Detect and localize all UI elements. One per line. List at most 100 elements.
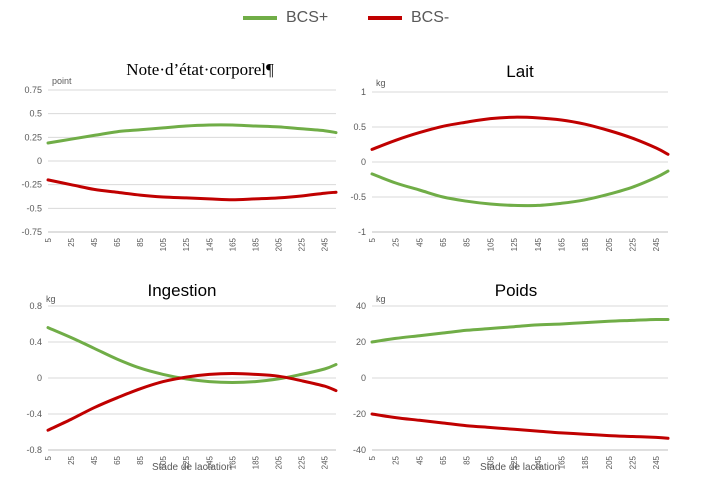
x-tick-label: 245 bbox=[320, 455, 329, 469]
y-tick-label: 40 bbox=[356, 301, 366, 311]
x-tick-label: 65 bbox=[439, 237, 448, 246]
x-tick-label: 125 bbox=[510, 455, 519, 469]
y-tick-label: 0.75 bbox=[24, 85, 42, 95]
chart-title: Ingestion bbox=[148, 281, 217, 300]
x-tick-label: 165 bbox=[557, 455, 566, 469]
x-tick-label: 85 bbox=[136, 237, 145, 246]
y-unit-label: kg bbox=[376, 78, 386, 88]
x-tick-label: 85 bbox=[136, 455, 145, 464]
x-tick-label: 5 bbox=[44, 455, 53, 460]
x-tick-label: 245 bbox=[320, 237, 329, 251]
y-tick-label: -0.4 bbox=[26, 409, 42, 419]
y-tick-label: 0.5 bbox=[353, 122, 366, 132]
x-tick-label: 65 bbox=[113, 455, 122, 464]
x-axis-title: Stade de lactation bbox=[152, 462, 232, 473]
chart-panel-2: 0.8 0.4 0 -0.4 -0.85 25 45 65 85 105 125 145 165 185 2… bbox=[26, 281, 338, 473]
x-tick-label: 105 bbox=[159, 455, 168, 469]
x-tick-label: 145 bbox=[205, 455, 214, 469]
y-unit-label: kg bbox=[46, 294, 56, 304]
series-line-bcs-minus bbox=[370, 115, 670, 156]
y-tick-label: 0 bbox=[37, 156, 42, 166]
y-tick-label: 0 bbox=[37, 373, 42, 383]
y-tick-label: 0 bbox=[361, 157, 366, 167]
x-tick-label: 225 bbox=[628, 455, 637, 469]
y-tick-label: -0.8 bbox=[26, 445, 42, 455]
x-tick-label: 45 bbox=[415, 237, 424, 246]
chart-legend: BCS+ BCS- bbox=[0, 0, 710, 36]
y-tick-label: -0.5 bbox=[26, 203, 42, 213]
x-tick-label: 205 bbox=[274, 237, 283, 251]
x-tick-label: 145 bbox=[534, 237, 543, 251]
y-tick-label: -20 bbox=[353, 409, 366, 419]
x-tick-label: 185 bbox=[581, 237, 590, 251]
x-tick-label: 65 bbox=[439, 455, 448, 464]
x-tick-label: 105 bbox=[159, 237, 168, 251]
x-tick-label: 45 bbox=[90, 455, 99, 464]
x-tick-label: 225 bbox=[297, 237, 306, 251]
x-axis-title: Stade de lactation bbox=[480, 462, 560, 473]
x-tick-label: 145 bbox=[205, 237, 214, 251]
x-tick-label: 85 bbox=[463, 237, 472, 246]
y-tick-label: -0.25 bbox=[21, 180, 42, 190]
x-tick-label: 45 bbox=[90, 237, 99, 246]
series-line-bcs-plus bbox=[46, 123, 338, 145]
legend-swatch-bcs-plus bbox=[243, 16, 277, 20]
x-tick-label: 245 bbox=[652, 455, 661, 469]
x-tick-label: 185 bbox=[251, 455, 260, 469]
y-tick-label: 0.25 bbox=[24, 132, 42, 142]
legend-item-bcs-minus: BCS- bbox=[368, 9, 449, 27]
y-tick-label: 0.8 bbox=[29, 301, 42, 311]
y-tick-label: 1 bbox=[361, 87, 366, 97]
y-tick-label: -0.75 bbox=[21, 227, 42, 237]
chart-title: Note·d’état·corporel¶ bbox=[126, 60, 274, 79]
legend-item-bcs-plus: BCS+ bbox=[243, 9, 328, 27]
chart-panel-0: 0.75 0.5 0.25 0 -0.25 -0.5 -0.755 25 45 65 85 105 12… bbox=[21, 60, 338, 251]
x-tick-label: 125 bbox=[182, 237, 191, 251]
x-tick-label: 225 bbox=[628, 237, 637, 251]
y-tick-label: -0.5 bbox=[350, 192, 366, 202]
x-tick-label: 105 bbox=[486, 237, 495, 251]
x-tick-label: 165 bbox=[557, 237, 566, 251]
chart-title: Poids bbox=[495, 281, 538, 300]
y-unit-label: kg bbox=[376, 294, 386, 304]
chart-panel-3: 40 20 0 -20 -405 25 45 65 85 105 125 145 165 185 205 22… bbox=[353, 281, 670, 473]
y-tick-label: -40 bbox=[353, 445, 366, 455]
x-tick-label: 85 bbox=[463, 455, 472, 464]
y-tick-label: 0 bbox=[361, 373, 366, 383]
x-tick-label: 185 bbox=[581, 455, 590, 469]
chart-title: Lait bbox=[506, 62, 534, 81]
x-tick-label: 45 bbox=[415, 455, 424, 464]
x-tick-label: 25 bbox=[392, 237, 401, 246]
series-line-bcs-minus bbox=[46, 178, 338, 202]
series-line-bcs-minus bbox=[46, 371, 338, 432]
x-tick-label: 245 bbox=[652, 237, 661, 251]
x-tick-label: 25 bbox=[67, 237, 76, 246]
x-tick-label: 125 bbox=[182, 455, 191, 469]
x-tick-label: 205 bbox=[605, 237, 614, 251]
chart-panel-1: 1 0.5 0 -0.5 -15 25 45 65 85 105 125 145 165 185 205 22… bbox=[350, 62, 670, 251]
legend-label-bcs-minus: BCS- bbox=[411, 9, 450, 26]
y-tick-label: -1 bbox=[358, 227, 366, 237]
x-tick-label: 25 bbox=[67, 455, 76, 464]
x-tick-label: 5 bbox=[368, 455, 377, 460]
series-line-bcs-plus bbox=[370, 317, 670, 344]
y-tick-label: 0.4 bbox=[29, 337, 42, 347]
x-tick-label: 185 bbox=[251, 237, 260, 251]
series-line-bcs-plus bbox=[46, 326, 338, 385]
x-tick-label: 105 bbox=[486, 455, 495, 469]
x-tick-label: 5 bbox=[368, 237, 377, 242]
x-tick-label: 65 bbox=[113, 237, 122, 246]
legend-label-bcs-plus: BCS+ bbox=[286, 9, 329, 26]
x-tick-label: 205 bbox=[605, 455, 614, 469]
x-tick-label: 165 bbox=[228, 237, 237, 251]
y-tick-label: 0.5 bbox=[29, 109, 42, 119]
x-tick-label: 145 bbox=[534, 455, 543, 469]
series-line-bcs-plus bbox=[370, 169, 670, 208]
x-tick-label: 225 bbox=[297, 455, 306, 469]
x-tick-label: 25 bbox=[392, 455, 401, 464]
x-tick-label: 165 bbox=[228, 455, 237, 469]
legend-swatch-bcs-minus bbox=[368, 16, 402, 20]
x-tick-label: 205 bbox=[274, 455, 283, 469]
y-unit-label: point bbox=[52, 76, 72, 86]
